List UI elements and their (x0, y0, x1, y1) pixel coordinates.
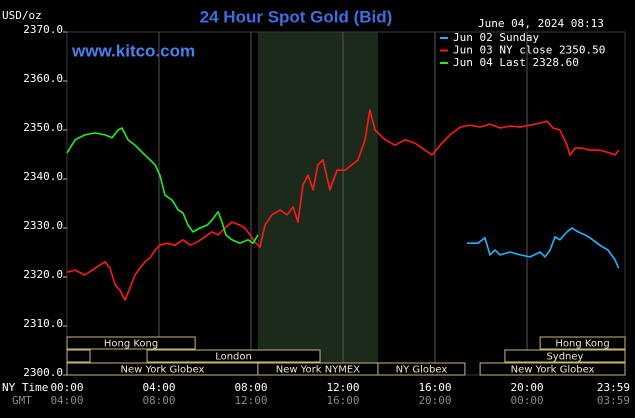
session-shade (257, 32, 378, 375)
y-tick-label: 2330.0 (23, 219, 63, 232)
x-axis-label: NY Time (2, 381, 48, 394)
x-tick-label: 12:00 (326, 381, 359, 394)
x2-tick-label: 08:00 (142, 394, 175, 407)
y-tick-label: 2350.0 (23, 121, 63, 134)
x-tick-label: 20:00 (510, 381, 543, 394)
session-label: London (215, 352, 252, 363)
session-label: Hong Kong (104, 339, 158, 350)
x-tick-label: 00:00 (50, 381, 83, 394)
y-tick-label: 2370.0 (23, 23, 63, 36)
session-box (377, 362, 466, 376)
x2-tick-label: 03:59 (597, 394, 630, 407)
y-tick-label: 2340.0 (23, 170, 63, 183)
legend-label: Jun 02 Sunday (453, 31, 539, 44)
chart-title: 24 Hour Spot Gold (Bid) (200, 7, 393, 26)
price-line (66, 127, 259, 244)
y-tick-label: 2310.0 (23, 317, 63, 330)
x2-tick-label: 12:00 (234, 394, 267, 407)
y-tick-label: 2320.0 (23, 268, 63, 281)
session-box (146, 349, 321, 363)
legend-label: Jun 04 Last 2328.60 (453, 56, 579, 69)
x-tick-label: 16:00 (418, 381, 451, 394)
session-box (66, 336, 196, 350)
price-line (467, 227, 620, 269)
x-tick-label: 08:00 (234, 381, 267, 394)
session-box (479, 362, 626, 376)
watermark: www.kitco.com (71, 41, 195, 60)
session-label: New York Globex (511, 365, 595, 376)
session-label: New York Globex (121, 365, 205, 376)
x2-tick-label: 00:00 (510, 394, 543, 407)
x2-tick-label: 04:00 (50, 394, 83, 407)
x2-tick-label: 20:00 (418, 394, 451, 407)
x2-axis-label: GMT (12, 394, 32, 407)
x-tick-label: 23:59 (597, 381, 630, 394)
shade-layer (257, 32, 378, 375)
session-label: Sydney (546, 352, 583, 363)
session-label: New York NYMEX (276, 365, 361, 376)
y-tick-label: 2300.0 (23, 366, 63, 379)
timestamp: June 04, 2024 08:13 (478, 17, 604, 30)
session-box (66, 349, 91, 363)
legend-label: Jun 03 NY close 2350.50 (453, 44, 605, 57)
price-line (66, 109, 620, 301)
session-box (539, 336, 626, 350)
y-tick-label: 2360.0 (23, 72, 63, 85)
session-label: Hong Kong (555, 339, 609, 350)
y-axis-label: USD/oz (2, 9, 42, 22)
session-label: NY Globex (396, 365, 448, 376)
x2-tick-label: 16:00 (326, 394, 359, 407)
x-tick-label: 04:00 (142, 381, 175, 394)
session-box (504, 349, 626, 363)
